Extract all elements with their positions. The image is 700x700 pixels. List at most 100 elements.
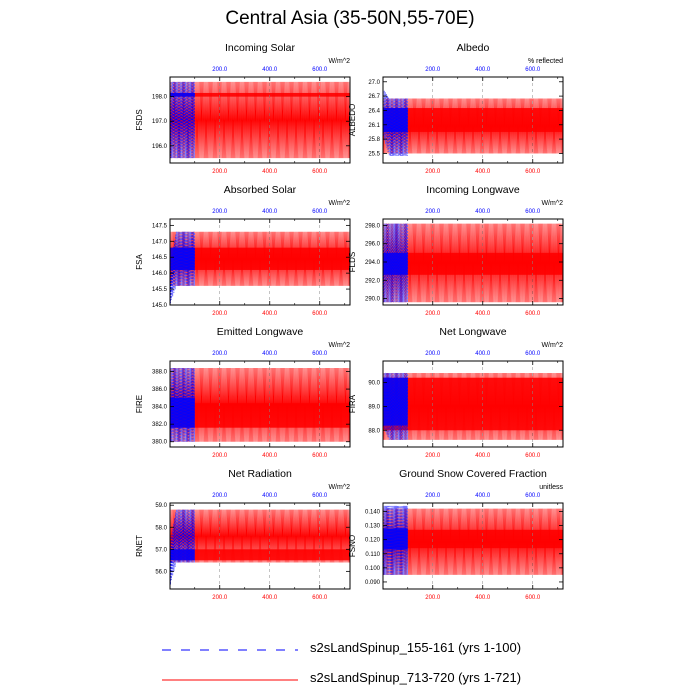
panel-frame [382, 360, 564, 448]
series-2 [383, 372, 563, 440]
x-tick-label-top: 400.0 [262, 351, 278, 357]
series-2 [383, 98, 563, 154]
y-axis-label: FIRE [135, 395, 144, 413]
y-axis-label: FSNO [348, 535, 357, 557]
series-core-2 [383, 252, 563, 275]
x-tick-label-top: 200.0 [212, 67, 228, 73]
series-2 [383, 508, 563, 575]
panel-albedo: Albedo % reflected ALBEDO 25.5 25.8 26.1 26.4 2… [348, 42, 564, 175]
series-2 [170, 368, 350, 442]
y-tick-label: 296.0 [365, 242, 381, 248]
series-2 [170, 81, 350, 159]
x-tick-label-top: 200.0 [425, 209, 441, 215]
series-core-2 [383, 108, 563, 132]
y-tick-label: 147.0 [152, 239, 168, 245]
panel-title: Net Radiation [228, 468, 292, 480]
series-1 [383, 88, 409, 156]
legend-label-2: s2sLandSpinup_713-720 (yrs 1-721) [310, 670, 522, 685]
series-line-1 [383, 505, 409, 575]
y-axis-label: FIRA [348, 394, 357, 413]
panel-title: Emitted Longwave [217, 326, 304, 338]
panel-frame [382, 502, 564, 590]
panel-title: Net Longwave [439, 326, 506, 338]
y-axis-label: RNET [135, 535, 144, 557]
panel-fira: Net Longwave W/m^2 FIRA 88.0 89.0 90.0 200.0 20… [348, 326, 564, 459]
series-core-1 [383, 108, 408, 132]
series-1 [383, 223, 409, 303]
panel-frame [382, 76, 564, 164]
y-tick-label: 88.0 [368, 428, 380, 434]
series-line-1 [170, 231, 196, 304]
y-tick-label: 25.8 [368, 137, 380, 143]
x-tick-label-top: 400.0 [475, 493, 491, 499]
x-tick-label-top: 400.0 [475, 67, 491, 73]
series-2 [383, 223, 563, 303]
series-1 [170, 509, 196, 585]
x-tick-label-bottom: 600.0 [312, 595, 328, 601]
y-tick-label: 58.0 [155, 525, 167, 531]
panel-fsa: Absorbed Solar W/m^2 FSA 145.0 145.5 146.0 146… [135, 184, 351, 317]
series-core-1 [170, 247, 195, 270]
series-1 [383, 372, 409, 440]
x-tick-label-bottom: 200.0 [212, 595, 228, 601]
series-line-2 [383, 98, 563, 154]
series-core-2 [383, 377, 563, 431]
panel-title: Albedo [457, 42, 490, 54]
x-tick-label-bottom: 400.0 [262, 453, 278, 459]
y-tick-label: 198.0 [152, 95, 168, 101]
x-tick-label-bottom: 400.0 [262, 169, 278, 175]
x-tick-label-bottom: 600.0 [525, 453, 541, 459]
x-tick-label-top: 600.0 [525, 67, 541, 73]
x-tick-label-bottom: 600.0 [312, 311, 328, 317]
x-tick-label-bottom: 600.0 [525, 595, 541, 601]
panel-units: W/m^2 [328, 484, 350, 491]
panel-title: Incoming Solar [225, 42, 296, 54]
series-line-1 [170, 81, 196, 159]
y-tick-label: 26.1 [368, 123, 380, 129]
x-tick-label-top: 600.0 [525, 209, 541, 215]
series-line-2 [383, 223, 563, 303]
y-tick-label: 25.5 [368, 151, 380, 157]
series-core-2 [170, 549, 350, 561]
x-tick-label-bottom: 400.0 [475, 595, 491, 601]
series-core-2 [383, 529, 563, 549]
y-tick-label: 197.0 [152, 119, 168, 125]
y-tick-label: 292.0 [365, 278, 381, 284]
plot-area [170, 81, 350, 159]
y-tick-label: 90.0 [368, 381, 380, 387]
y-tick-label: 0.090 [365, 580, 381, 586]
series-core-1 [383, 528, 408, 550]
y-tick-label: 0.100 [365, 566, 381, 572]
x-tick-label-top: 200.0 [425, 493, 441, 499]
series-core-2 [170, 92, 350, 97]
x-tick-label-bottom: 400.0 [262, 595, 278, 601]
y-tick-label: 145.5 [152, 287, 168, 293]
y-tick-label: 290.0 [365, 297, 381, 303]
x-tick-label-top: 600.0 [312, 351, 328, 357]
panel-frame [169, 76, 351, 164]
y-tick-label: 0.130 [365, 524, 381, 530]
x-tick-label-bottom: 200.0 [212, 453, 228, 459]
panel-frame [169, 218, 351, 306]
y-tick-label: 298.0 [365, 223, 381, 229]
panel-frame [169, 360, 351, 448]
plot-area [170, 509, 350, 585]
x-tick-label-bottom: 200.0 [425, 453, 441, 459]
y-tick-label: 382.0 [152, 422, 168, 428]
plot-area [383, 505, 563, 575]
y-tick-label: 388.0 [152, 370, 168, 376]
legend-line-2 [162, 679, 298, 681]
series-line-2 [383, 508, 563, 575]
y-tick-label: 294.0 [365, 260, 381, 266]
series-line-2 [170, 81, 350, 159]
legend-line-1 [162, 649, 298, 651]
series-core-2 [170, 247, 350, 270]
y-tick-label: 27.0 [368, 80, 380, 86]
y-axis-label: FLDS [348, 252, 357, 272]
panel-fsno: Ground Snow Covered Fraction unitless FSNO… [348, 468, 564, 601]
y-tick-label: 386.0 [152, 387, 168, 393]
x-tick-label-bottom: 400.0 [475, 169, 491, 175]
x-tick-label-top: 600.0 [312, 209, 328, 215]
x-tick-label-top: 400.0 [262, 67, 278, 73]
x-tick-label-bottom: 600.0 [312, 169, 328, 175]
